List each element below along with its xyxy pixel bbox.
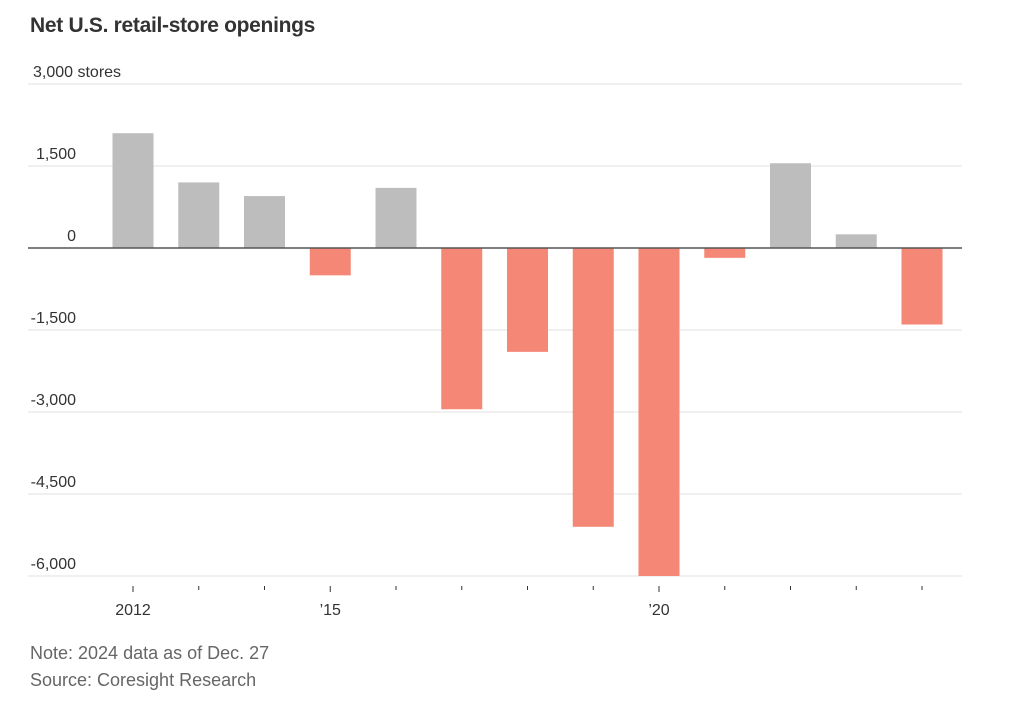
bar-2019	[572, 248, 614, 527]
bar-2015	[309, 248, 351, 276]
bar-2023	[835, 234, 877, 248]
x-axis: 2012 ’15 ’20	[115, 586, 923, 619]
bar-2013	[178, 182, 220, 248]
bar-2021	[704, 248, 746, 258]
y-tick-label: 3,000 stores	[33, 64, 121, 81]
y-tick-label: -6,000	[31, 556, 76, 573]
x-tick-label: ’15	[320, 602, 341, 619]
x-tick-label: 2012	[115, 602, 151, 619]
chart-notes: Note: 2024 data as of Dec. 27 Source: Co…	[30, 640, 269, 694]
y-tick-label: -4,500	[31, 474, 76, 491]
bar-2016	[375, 187, 417, 248]
bars	[112, 133, 943, 576]
chart-title: Net U.S. retail-store openings	[30, 14, 316, 37]
y-axis-labels: 3,000 stores 1,500 0 -1,500 -3,000 -4,500 -6,0…	[31, 64, 121, 573]
gridlines	[28, 83, 962, 577]
source-text: Source: Coresight Research	[30, 670, 257, 690]
note-text: Note: 2024 data as of Dec. 27	[30, 643, 270, 663]
y-tick-label: 1,500	[36, 146, 76, 163]
bar-2014	[244, 196, 285, 248]
y-tick-label: -1,500	[31, 310, 76, 327]
y-tick-label: 0	[67, 228, 76, 245]
bar-2017	[441, 248, 483, 410]
y-tick-label: -3,000	[31, 392, 76, 409]
bar-2022	[770, 163, 811, 248]
x-tick-label: ’20	[648, 602, 669, 619]
bar-2024	[901, 248, 943, 325]
bar-2018	[507, 248, 548, 352]
bar-2012	[112, 133, 154, 248]
bar-2020	[638, 248, 680, 576]
